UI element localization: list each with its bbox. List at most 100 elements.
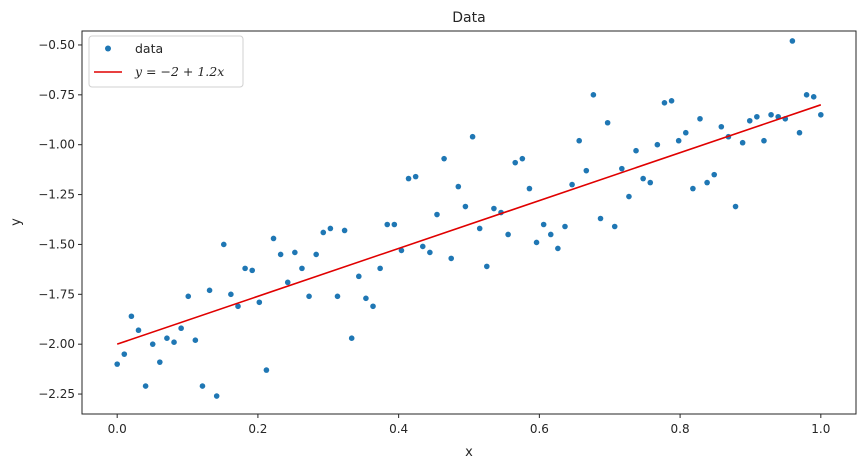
- data-point: [391, 221, 398, 228]
- data-point: [427, 249, 433, 256]
- data-point: [562, 223, 568, 230]
- data-point: [484, 263, 490, 270]
- data-point: [384, 221, 391, 228]
- data-point: [611, 223, 618, 230]
- y-tick-label: −1.00: [38, 138, 75, 152]
- x-axis: 0.0 0.2 0.4 0.6 0.8 1.0: [108, 414, 830, 436]
- data-point: [789, 38, 796, 44]
- axes-frame: [81, 30, 857, 415]
- data-point: [754, 113, 760, 120]
- data-point: [256, 299, 263, 306]
- x-tick-label: 0.2: [248, 422, 267, 436]
- data-point: [228, 291, 234, 298]
- data-point: [810, 94, 817, 100]
- data-point: [704, 179, 710, 186]
- data-point: [469, 133, 476, 140]
- data-point: [462, 203, 469, 210]
- data-point: [818, 111, 824, 118]
- data-point: [675, 137, 682, 144]
- fit-line: [116, 104, 822, 345]
- data-point: [533, 239, 540, 246]
- data-point: [732, 203, 739, 210]
- data-point: [114, 361, 120, 367]
- data-point: [270, 235, 277, 242]
- data-point: [803, 92, 810, 98]
- data-point: [398, 247, 405, 254]
- data-point: [121, 351, 128, 357]
- y-axis: −2.25 −2.00 −1.75 −1.50 −1.25 −1.00 −0.75 −0.50: [38, 38, 82, 401]
- data-point: [768, 111, 774, 118]
- data-point: [377, 265, 383, 272]
- data-point: [157, 359, 163, 365]
- data-point: [761, 137, 767, 144]
- data-point: [220, 241, 227, 248]
- data-point: [434, 211, 440, 218]
- data-point: [164, 335, 170, 342]
- data-point: [718, 123, 725, 130]
- data-point: [363, 295, 369, 302]
- data-point: [739, 139, 746, 146]
- data-point: [405, 175, 412, 182]
- data-point: [455, 183, 462, 190]
- data-point: [569, 181, 575, 188]
- data-point: [604, 119, 611, 126]
- data-point: [512, 159, 519, 166]
- data-point: [277, 251, 284, 258]
- legend-marker-data: [105, 45, 111, 52]
- legend-label-line: y = −2 + 1.2x: [134, 64, 224, 79]
- data-point: [555, 245, 561, 252]
- plot-area: [114, 38, 824, 399]
- data-point: [292, 249, 298, 256]
- data-point: [597, 215, 604, 222]
- data-point: [149, 341, 156, 347]
- data-point: [682, 129, 689, 136]
- data-point: [356, 273, 362, 280]
- data-point: [284, 279, 291, 286]
- data-point: [654, 141, 661, 148]
- data-point: [633, 147, 639, 154]
- data-point: [341, 227, 348, 234]
- data-point: [348, 335, 355, 342]
- data-point: [242, 265, 248, 272]
- data-point: [178, 325, 184, 332]
- data-point: [619, 165, 625, 172]
- data-point: [576, 137, 582, 144]
- data-point: [746, 117, 753, 124]
- data-point: [491, 205, 497, 212]
- data-point: [199, 383, 206, 389]
- y-tick-label: −2.25: [38, 387, 75, 401]
- data-point: [299, 265, 305, 272]
- legend-box: [88, 35, 244, 88]
- data-point: [412, 173, 419, 180]
- data-point: [213, 393, 220, 399]
- y-tick-label: −1.75: [38, 287, 75, 301]
- data-point: [661, 100, 668, 106]
- y-tick-label: −1.25: [38, 188, 75, 202]
- data-point: [647, 179, 654, 186]
- x-tick-label: 0.4: [389, 422, 408, 436]
- data-point: [640, 175, 646, 182]
- data-point: [519, 155, 526, 162]
- data-point: [448, 255, 455, 262]
- legend: data y = −2 + 1.2x: [88, 35, 244, 88]
- data-point: [327, 225, 334, 232]
- data-point: [128, 313, 135, 320]
- x-tick-label: 0.8: [671, 422, 690, 436]
- y-axis-label: y: [9, 218, 24, 226]
- data-point: [540, 221, 547, 228]
- data-point: [185, 293, 192, 300]
- data-point: [419, 243, 426, 250]
- y-tick-label: −0.50: [38, 38, 75, 52]
- y-tick-label: −1.50: [38, 237, 75, 251]
- x-tick-label: 1.0: [811, 422, 830, 436]
- data-point: [206, 287, 213, 294]
- data-point: [796, 129, 803, 136]
- y-tick-label: −2.00: [38, 337, 75, 351]
- chart-title: Data: [452, 10, 485, 26]
- data-point: [171, 339, 177, 345]
- x-tick-label: 0.0: [108, 422, 127, 436]
- data-point: [334, 293, 341, 300]
- data-point: [547, 231, 554, 238]
- data-point: [235, 303, 241, 310]
- data-point: [476, 225, 483, 232]
